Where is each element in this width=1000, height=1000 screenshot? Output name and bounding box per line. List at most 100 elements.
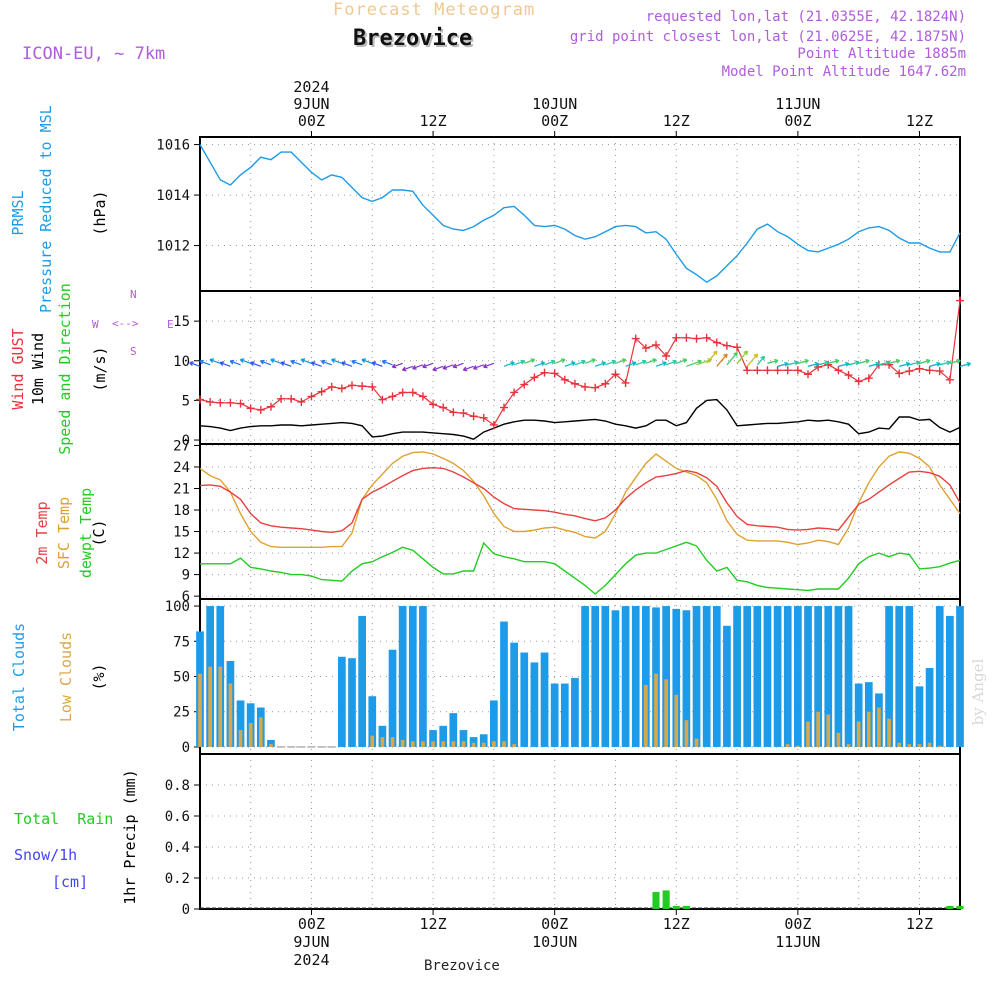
wind-direction-arrow xyxy=(524,358,536,364)
gust-marker xyxy=(236,399,245,408)
low-cloud-bar xyxy=(269,744,273,747)
total-cloud-bar xyxy=(388,649,397,747)
gust-marker xyxy=(418,392,427,401)
wind-direction-arrow xyxy=(858,358,870,364)
wind-direction-arrow xyxy=(239,358,251,364)
wind-direction-arrow xyxy=(229,359,241,366)
gust-marker xyxy=(601,379,610,388)
top-title: Forecast Meteogram xyxy=(333,0,536,20)
y-tick-label: 0.2 xyxy=(165,871,190,887)
gust-marker xyxy=(459,409,468,418)
low-cloud-bar xyxy=(218,666,223,747)
low-cloud-bar xyxy=(390,737,395,747)
gust-marker xyxy=(388,392,397,401)
total-cloud-bar xyxy=(368,696,377,747)
y-tick-label: 15 xyxy=(173,525,190,541)
low-cloud-bar xyxy=(228,683,233,747)
gust-marker xyxy=(500,403,508,412)
total-cloud-bar xyxy=(500,621,508,747)
total-cloud-bar xyxy=(540,652,549,747)
wind-direction-arrow xyxy=(949,358,961,364)
x-label-top-time: 12Z xyxy=(420,112,447,130)
wind-direction-arrow xyxy=(452,362,464,369)
wind-direction-arrow xyxy=(625,361,637,367)
low-cloud-bar xyxy=(836,732,841,747)
low-cloud-bar xyxy=(694,738,699,747)
total-cloud-bar xyxy=(905,606,914,747)
gust-marker xyxy=(429,400,438,409)
total-cloud-bar xyxy=(510,642,518,747)
total-cloud-bar xyxy=(631,606,640,747)
low-cloud-bar xyxy=(654,673,658,747)
gust-line xyxy=(199,300,961,426)
x-label-bottom-time: 12Z xyxy=(420,915,447,933)
x-label-top-time: 00Z xyxy=(541,112,568,130)
total-cloud-bar xyxy=(794,606,802,747)
low-cloud-bar xyxy=(796,745,800,747)
y-tick-label: 6 xyxy=(182,589,190,605)
gust-marker xyxy=(287,394,296,403)
wind-direction-arrow xyxy=(797,358,809,364)
wind-direction-arrow xyxy=(736,350,748,364)
wind-direction-arrow xyxy=(605,359,617,366)
x-label-top-time: 00Z xyxy=(298,112,325,130)
gust-marker xyxy=(895,369,904,378)
total-cloud-bar xyxy=(358,615,366,747)
total-cloud-bar xyxy=(520,652,529,747)
low-cloud-bar xyxy=(198,673,202,747)
x-label-top-time: 00Z xyxy=(784,112,811,130)
total-cloud-bar xyxy=(712,606,721,747)
gust-marker xyxy=(702,333,711,342)
gust-marker xyxy=(550,369,559,378)
y-tick-label: 0.4 xyxy=(165,840,190,856)
y-tick-label: 75 xyxy=(173,634,190,650)
gust-marker xyxy=(449,408,458,417)
gust-marker xyxy=(854,377,863,386)
point-altitude: Point Altitude 1885m xyxy=(797,46,966,62)
wind-direction-arrow xyxy=(503,361,515,367)
gust-marker xyxy=(834,366,843,375)
gust-marker xyxy=(520,380,529,389)
y-tick-label: 100 xyxy=(165,599,190,615)
total-cloud-bar xyxy=(956,606,964,747)
gust-marker xyxy=(743,366,752,375)
gust-marker xyxy=(945,375,954,384)
gust-marker xyxy=(277,394,286,403)
total-cloud-bar xyxy=(844,606,853,747)
low-cloud-bar xyxy=(887,718,891,747)
wind-direction-arrow xyxy=(706,350,718,364)
y-tick-label: 18 xyxy=(173,503,190,519)
wind-direction-arrow xyxy=(280,361,292,367)
wind-direction-arrow xyxy=(645,358,657,364)
gust-marker xyxy=(469,412,478,421)
location-title: Brezovice xyxy=(353,26,473,51)
gust-marker xyxy=(621,378,630,387)
wind-direction-arrow xyxy=(189,361,201,367)
model-altitude: Model Point Altitude 1647.62m xyxy=(721,64,966,80)
low-cloud-bar xyxy=(846,744,851,747)
gust-marker xyxy=(611,370,620,379)
gust-marker xyxy=(672,333,681,342)
compass-arrows-icon: <--> xyxy=(112,317,139,330)
wind-direction-arrow xyxy=(574,359,586,366)
total-cloud-bar xyxy=(804,606,812,747)
x-label-top-time: 12Z xyxy=(663,112,690,130)
gust-marker xyxy=(297,397,306,406)
total-cloud-bar xyxy=(915,686,924,747)
gust-marker xyxy=(540,368,549,377)
rain-bar xyxy=(662,890,670,909)
model-label: ICON-EU, ~ 7km xyxy=(22,44,166,64)
x-label-bottom-year: 2024 xyxy=(293,951,329,969)
low-cloud-bar xyxy=(897,742,902,747)
wind-direction-arrow xyxy=(422,362,434,369)
wind-direction-arrow xyxy=(320,359,332,366)
low-cloud-bar xyxy=(664,679,668,747)
wind-direction-arrow xyxy=(371,361,383,367)
wind-direction-arrow xyxy=(817,360,830,366)
low-cloud-bar xyxy=(502,741,506,747)
total-cloud-bar xyxy=(763,606,772,747)
x-label-bottom-date: 10JUN xyxy=(532,933,577,951)
gust-marker xyxy=(956,296,964,305)
low-cloud-bar xyxy=(512,744,516,747)
low-cloud-bar xyxy=(644,684,648,747)
